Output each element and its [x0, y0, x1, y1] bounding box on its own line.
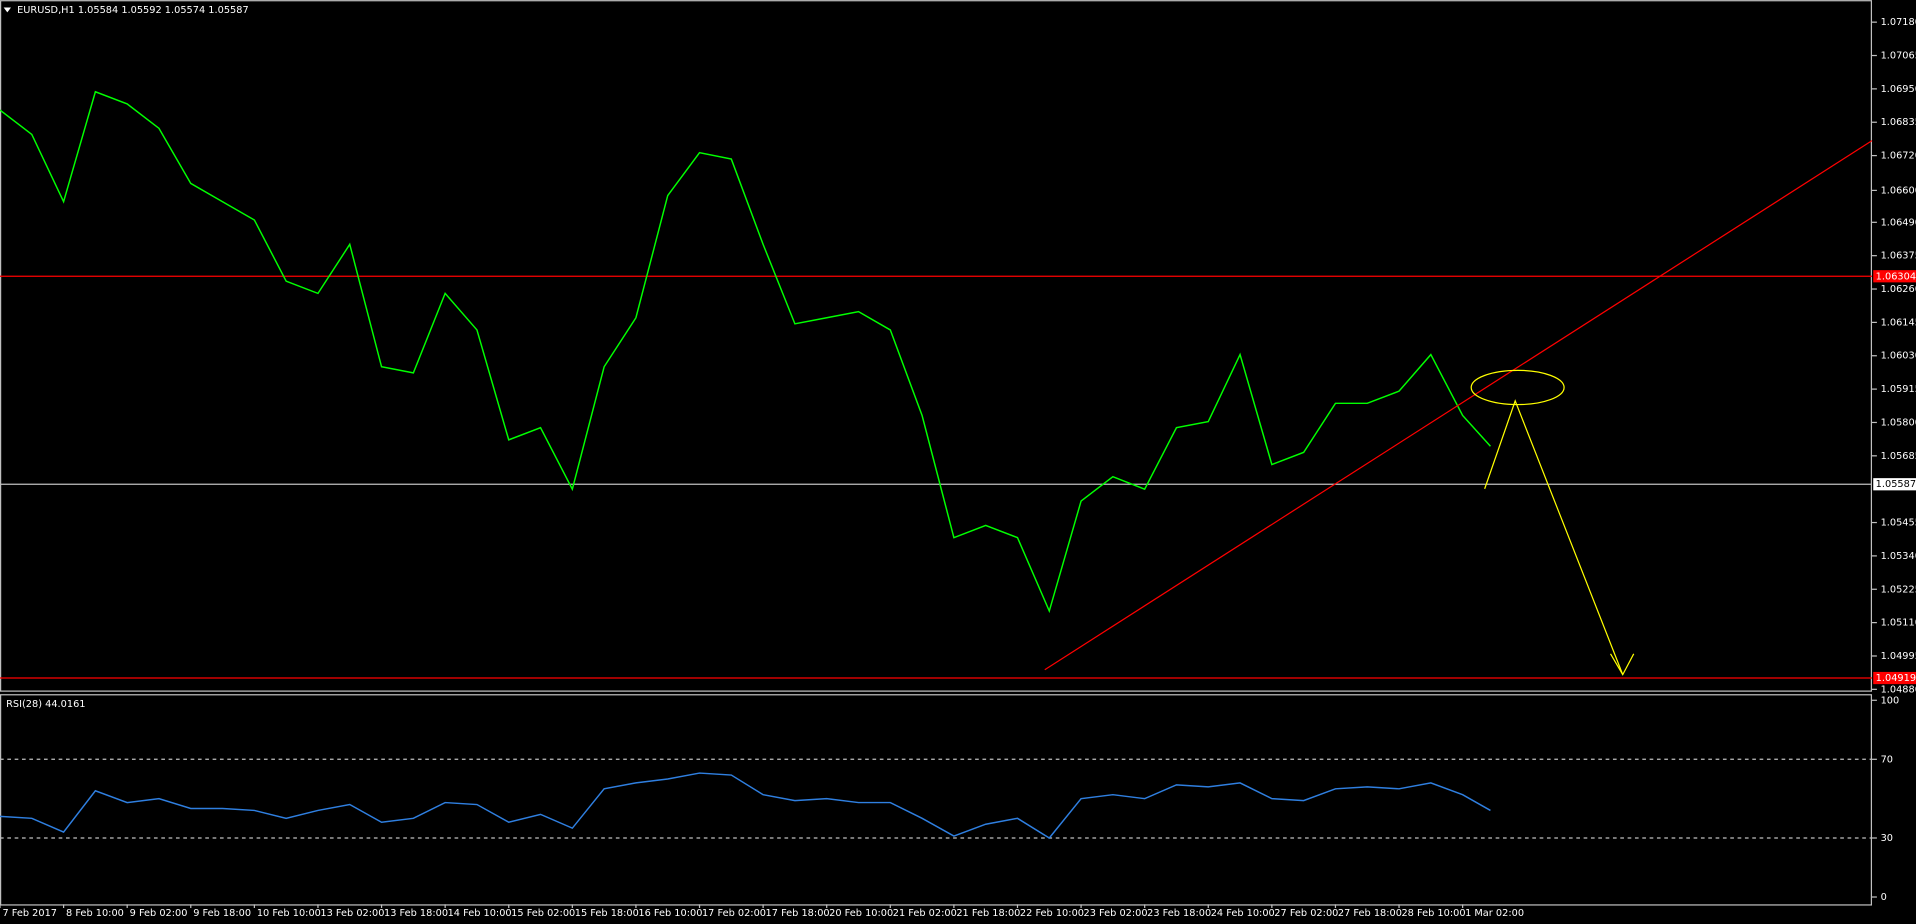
y-tick-label: 1.05915	[1881, 384, 1916, 395]
y-tick-label: 1.06835	[1881, 117, 1916, 128]
y-tick-label: 1.06145	[1881, 317, 1916, 328]
x-tick-label: 17 Feb 18:00	[766, 908, 830, 919]
x-tick-label: 24 Feb 10:00	[1211, 908, 1275, 919]
x-tick-label: 10 Feb 10:00	[257, 908, 321, 919]
series-line	[0, 772, 1491, 839]
y-tick-label: 1.05685	[1881, 451, 1916, 462]
x-tick-label: 1 Mar 02:00	[1465, 908, 1524, 919]
x-tick-label: 15 Feb 02:00	[511, 908, 575, 919]
x-tick-label: 21 Feb 02:00	[893, 908, 957, 919]
x-tick-label: 27 Feb 02:00	[1274, 908, 1338, 919]
y-tick-label: 1.04880	[1881, 684, 1916, 695]
y-tick-label: 1.05800	[1881, 417, 1916, 428]
y-tick-label: 0	[1881, 892, 1887, 903]
y-tick-label: 1.05455	[1881, 518, 1916, 529]
arrow-head	[1609, 653, 1635, 676]
y-tick-label: 1.06490	[1881, 217, 1916, 228]
menu-arrow[interactable]	[3, 7, 11, 13]
y-tick-label: 1.06030	[1881, 351, 1916, 362]
y-tick-label: 1.04995	[1881, 651, 1916, 662]
rsi-title: RSI(28) 44.0161	[6, 699, 85, 710]
x-tick-label: 9 Feb 02:00	[130, 908, 188, 919]
price-level-label: 1.06304	[1876, 271, 1916, 282]
y-tick-label: 1.06375	[1881, 251, 1916, 262]
ellipse-marker	[1470, 369, 1565, 406]
trend-line	[1044, 140, 1873, 671]
x-tick-label: 13 Feb 02:00	[320, 908, 384, 919]
price-level-box	[1873, 270, 1916, 283]
y-tick-label: 1.06950	[1881, 84, 1916, 95]
y-tick-label: 1.07065	[1881, 51, 1916, 62]
price-level-box	[1873, 671, 1916, 685]
price-frame	[0, 0, 1873, 692]
price-title: EURUSD,H1 1.05584 1.05592 1.05574 1.0558…	[17, 5, 249, 16]
x-tick-label: 15 Feb 18:00	[575, 908, 639, 919]
x-tick-label: 17 Feb 02:00	[702, 908, 766, 919]
x-tick-label: 23 Feb 18:00	[1147, 908, 1211, 919]
y-tick-label: 1.07180	[1881, 17, 1916, 28]
x-tick-label: 7 Feb 2017	[2, 908, 57, 919]
y-tick-label: 70	[1881, 754, 1893, 765]
rsi-frame	[0, 694, 1873, 906]
y-tick-label: 1.05340	[1881, 551, 1916, 562]
x-tick-label: 21 Feb 18:00	[956, 908, 1020, 919]
series-line	[0, 90, 1492, 614]
price-level-label: 1.04919	[1876, 673, 1916, 684]
y-tick-label: 30	[1881, 833, 1893, 844]
y-tick-label: 1.05225	[1881, 584, 1916, 595]
y-tick-label: 1.06600	[1881, 185, 1916, 196]
y-tick-label: 100	[1881, 695, 1900, 706]
forecast-arrow	[1484, 399, 1624, 675]
y-tick-label: 1.05110	[1881, 618, 1916, 629]
x-tick-label: 13 Feb 18:00	[384, 908, 448, 919]
x-tick-label: 22 Feb 10:00	[1020, 908, 1084, 919]
plot: 1.07180 1.07065 1.06950 1.06835 1.06720 1.066…	[0, 17, 1916, 919]
x-tick-label: 23 Feb 02:00	[1084, 908, 1148, 919]
price-level-label: 1.05587	[1876, 479, 1916, 490]
x-tick-label: 27 Feb 18:00	[1338, 908, 1402, 919]
x-tick-label: 9 Feb 18:00	[193, 908, 251, 919]
x-tick-label: 20 Feb 10:00	[829, 908, 893, 919]
y-tick-label: 1.06720	[1881, 151, 1916, 162]
x-tick-label: 16 Feb 10:00	[638, 908, 702, 919]
y-tick-label: 1.06260	[1881, 284, 1916, 295]
price-level-box	[1873, 478, 1916, 491]
x-tick-label: 28 Feb 10:00	[1401, 908, 1465, 919]
x-tick-label: 8 Feb 10:00	[66, 908, 124, 919]
x-tick-label: 14 Feb 10:00	[448, 908, 512, 919]
